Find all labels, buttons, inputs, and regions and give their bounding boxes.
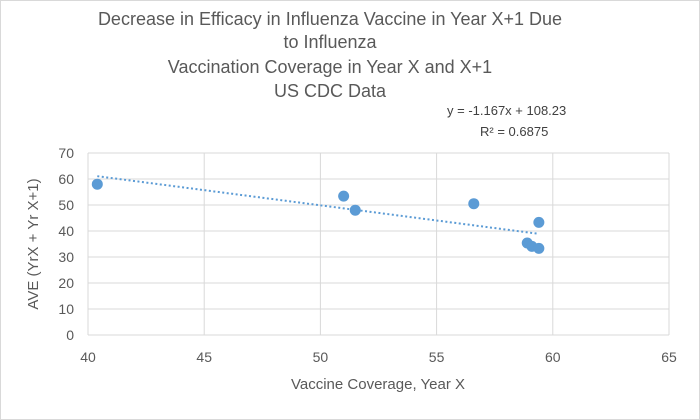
x-tick-label: 55 bbox=[429, 349, 445, 365]
x-tick-label: 40 bbox=[80, 349, 96, 365]
x-tick-label: 65 bbox=[661, 349, 677, 365]
x-tick-label: 45 bbox=[196, 349, 212, 365]
y-tick-label: 30 bbox=[58, 249, 74, 265]
data-point bbox=[533, 216, 545, 228]
y-tick-label: 0 bbox=[66, 327, 74, 343]
trendline-equation: y = -1.167x + 108.23 bbox=[447, 103, 567, 118]
chart-title-line-4: US CDC Data bbox=[273, 81, 387, 101]
y-tick-label: 40 bbox=[58, 223, 74, 239]
data-point bbox=[349, 204, 361, 216]
y-axis-label: AVE (YrX + Yr X+1) bbox=[25, 178, 42, 309]
y-tick-label: 50 bbox=[58, 197, 74, 213]
data-point bbox=[533, 242, 545, 254]
x-tick-label: 60 bbox=[545, 349, 561, 365]
data-point bbox=[338, 190, 350, 202]
y-tick-label: 60 bbox=[58, 171, 74, 187]
y-tick-label: 20 bbox=[58, 275, 74, 291]
x-tick-label: 50 bbox=[313, 349, 329, 365]
chart-title-line-3: Vaccination Coverage in Year X and X+1 bbox=[167, 57, 493, 77]
x-axis-label: Vaccine Coverage, Year X bbox=[291, 376, 465, 393]
chart-title-line-1: Decrease in Efficacy in Influenza Vaccin… bbox=[97, 9, 563, 29]
chart-title-line-2: to Influenza bbox=[283, 32, 377, 52]
trendline-r-squared: R² = 0.6875 bbox=[480, 124, 549, 139]
data-point bbox=[468, 198, 480, 210]
data-point bbox=[91, 178, 103, 190]
y-tick-label: 70 bbox=[58, 145, 74, 161]
y-tick-label: 10 bbox=[58, 301, 74, 317]
